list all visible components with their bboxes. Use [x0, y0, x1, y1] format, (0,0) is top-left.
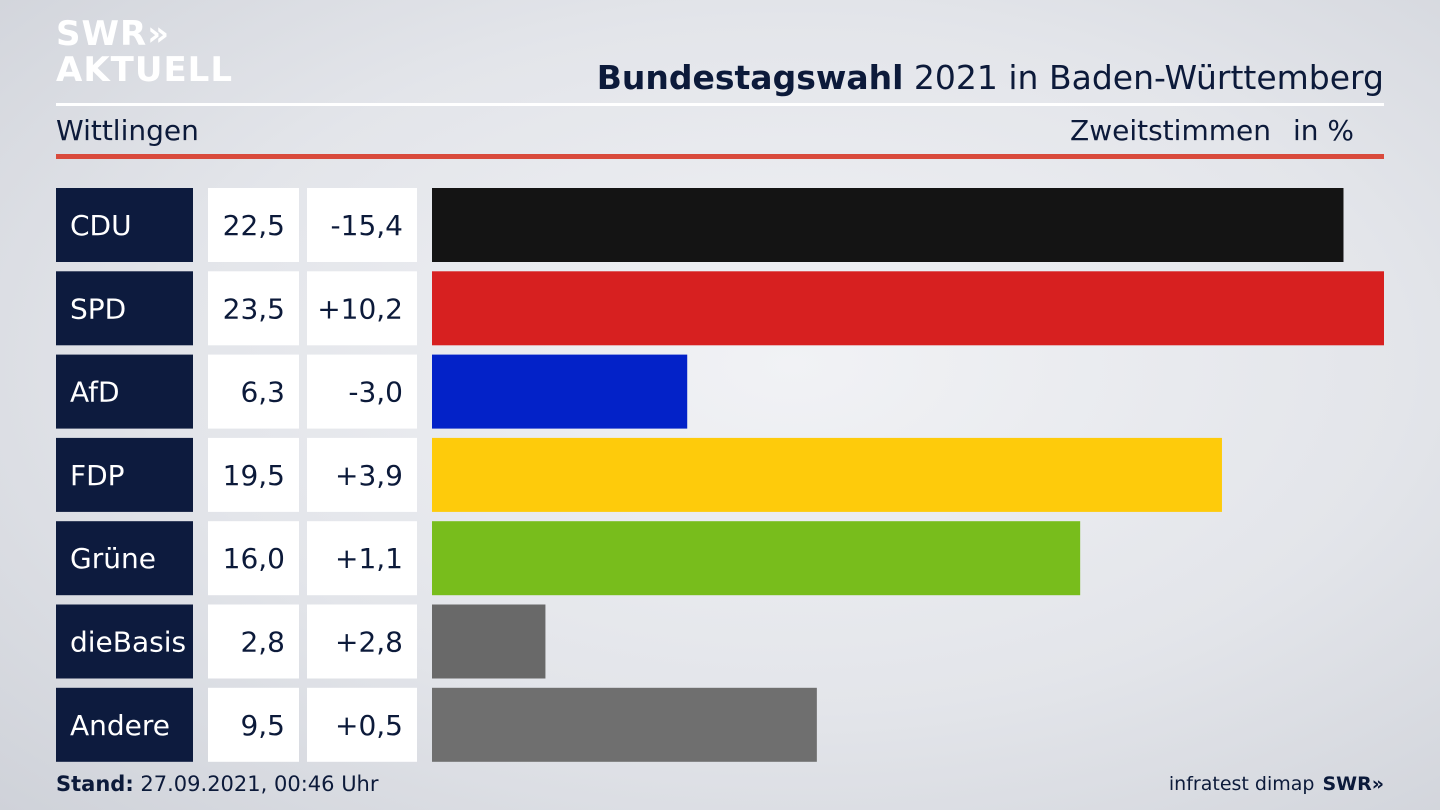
header-divider: [56, 103, 1384, 106]
party-label-spd: SPD: [70, 292, 126, 325]
chart-title-bold: Bundestagswahl: [596, 58, 904, 97]
party-label-diebasis: dieBasis: [70, 626, 186, 659]
change-box-afd: [307, 354, 417, 429]
value-label-spd: 23,5: [223, 292, 285, 325]
change-label-afd: -3,0: [348, 376, 403, 409]
source-credit: infratest dimap SWR»: [1169, 773, 1384, 795]
party-label-gr-ne: Grüne: [70, 542, 156, 575]
measure-label: Zweitstimmen: [1070, 114, 1271, 147]
swr-brand: SWR»: [1322, 773, 1384, 795]
value-label-fdp: 19,5: [223, 459, 285, 492]
bar-spd: [432, 271, 1384, 346]
change-label-andere: +0,5: [335, 709, 403, 742]
change-label-fdp: +3,9: [335, 459, 403, 492]
timestamp: Stand: 27.09.2021, 00:46 Uhr: [56, 772, 379, 796]
party-label-fdp: FDP: [70, 459, 125, 492]
value-label-afd: 6,3: [240, 376, 285, 409]
source-label: infratest dimap: [1168, 773, 1315, 795]
party-label-box-gr-ne: [56, 521, 193, 596]
unit-label: in %: [1292, 114, 1354, 147]
measure-unit: Zweitstimmen in %: [1070, 114, 1354, 147]
logo-line-1: SWR»: [56, 14, 171, 54]
chart-title-rest: 2021 in Baden-Württemberg: [913, 58, 1384, 97]
party-label-box-fdp: [56, 437, 193, 512]
bar-diebasis: [432, 604, 546, 679]
value-label-cdu: 22,5: [223, 209, 285, 242]
bar-andere: [432, 687, 817, 762]
bar-afd: [432, 354, 688, 429]
location-subtitle: Wittlingen: [56, 114, 199, 147]
value-box-afd: [208, 354, 299, 429]
value-label-andere: 9,5: [240, 709, 285, 742]
party-label-afd: AfD: [70, 376, 120, 409]
party-label-andere: Andere: [70, 709, 170, 742]
value-box-cdu: [208, 188, 299, 262]
value-box-andere: [208, 687, 299, 762]
chart-title: Bundestagswahl 2021 in Baden-Württemberg: [597, 58, 1384, 97]
party-label-box-andere: [56, 687, 193, 762]
change-box-spd: [307, 271, 417, 346]
value-box-fdp: [208, 437, 299, 512]
change-box-cdu: [307, 188, 417, 262]
change-box-andere: [307, 687, 417, 762]
accent-divider: [56, 154, 1384, 159]
bar-fdp: [432, 437, 1222, 512]
change-box-diebasis: [307, 604, 417, 679]
party-label-box-diebasis: [56, 604, 193, 679]
change-label-cdu: -15,4: [331, 209, 403, 242]
party-label-box-afd: [56, 354, 193, 429]
change-label-gr-ne: +1,1: [335, 542, 403, 575]
change-box-fdp: [307, 437, 417, 512]
party-label-box-cdu: [56, 188, 193, 262]
value-box-gr-ne: [208, 521, 299, 596]
change-box-gr-ne: [307, 521, 417, 596]
value-label-diebasis: 2,8: [240, 626, 285, 659]
bar-cdu: [432, 188, 1344, 262]
party-label-box-spd: [56, 271, 193, 346]
value-box-spd: [208, 271, 299, 346]
logo-line-2: AKTUELL: [56, 50, 234, 90]
value-box-diebasis: [208, 604, 299, 679]
bar-gr-ne: [432, 521, 1081, 596]
change-label-spd: +10,2: [317, 292, 403, 325]
timestamp-label: Stand:: [56, 772, 134, 796]
swr-aktuell-logo: SWR» AKTUELL: [56, 16, 233, 88]
party-label-cdu: CDU: [70, 209, 132, 242]
timestamp-value: 27.09.2021, 00:46 Uhr: [140, 772, 379, 796]
change-label-diebasis: +2,8: [335, 626, 403, 659]
value-label-gr-ne: 16,0: [223, 542, 285, 575]
